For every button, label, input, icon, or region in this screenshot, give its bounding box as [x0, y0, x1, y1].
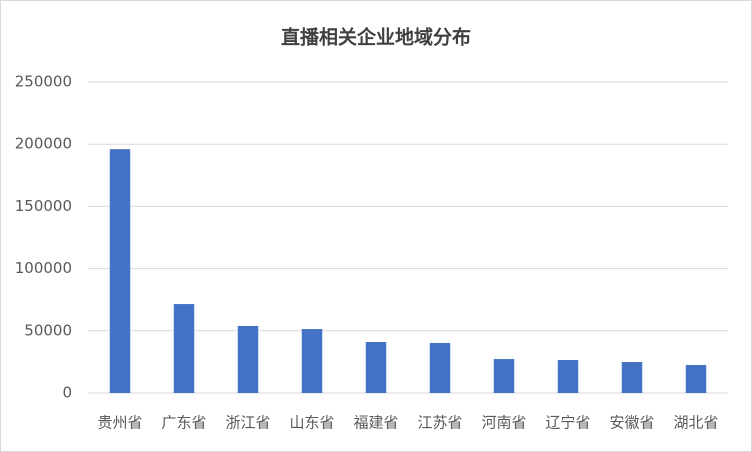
y-tick-label: 150000 — [15, 197, 72, 215]
x-tick-label: 安徽省 — [609, 414, 654, 432]
bar — [173, 304, 195, 393]
bar — [237, 325, 259, 393]
x-tick-label: 湖北省 — [673, 414, 718, 432]
x-tick-label: 河南省 — [481, 414, 526, 432]
y-tick-label: 0 — [62, 384, 72, 402]
x-tick-label: 山东省 — [289, 414, 334, 432]
bar — [493, 359, 515, 393]
chart-title: 直播相关企业地域分布 — [281, 26, 471, 49]
x-tick-label: 贵州省 — [97, 414, 142, 432]
y-tick-label: 200000 — [15, 135, 72, 153]
bar — [685, 365, 707, 393]
bar — [557, 360, 579, 393]
bar — [429, 342, 451, 393]
bar — [109, 149, 131, 393]
x-tick-label: 浙江省 — [225, 414, 270, 432]
bar — [365, 341, 387, 393]
x-tick-label: 福建省 — [353, 414, 398, 432]
bar — [621, 362, 643, 393]
bar — [301, 329, 323, 393]
y-tick-label: 100000 — [15, 259, 72, 277]
x-tick-label: 江苏省 — [417, 414, 462, 432]
x-tick-label: 广东省 — [161, 414, 206, 432]
x-tick-label: 辽宁省 — [545, 414, 590, 432]
y-tick-label: 250000 — [15, 73, 72, 91]
y-tick-label: 50000 — [24, 321, 72, 339]
